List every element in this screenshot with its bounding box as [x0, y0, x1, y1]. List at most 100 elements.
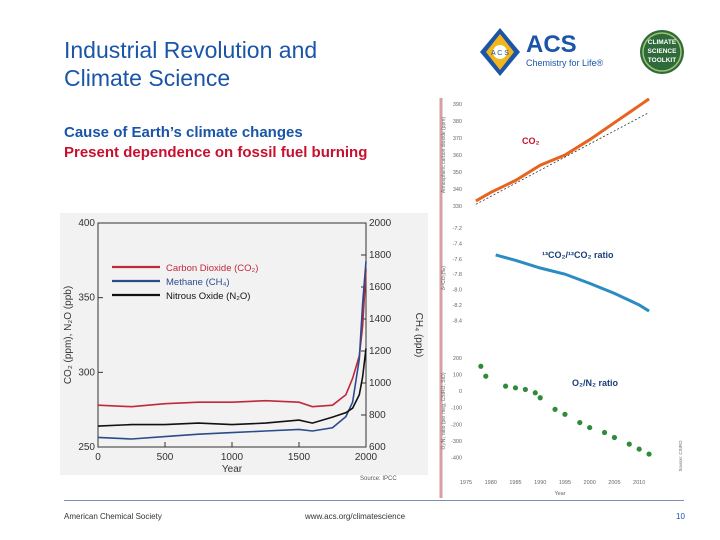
- y-tick-label: 350: [453, 170, 462, 176]
- panel-y-axis-label: Atmospheric carbon dioxide (ppm): [441, 117, 447, 193]
- x-tick-label: 1990: [534, 480, 546, 486]
- data-point: [626, 441, 632, 447]
- y-tick-label: 330: [453, 204, 462, 210]
- y-tick-label: -7.2: [453, 226, 462, 232]
- data-point: [478, 363, 484, 369]
- x-tick-label: 2010: [633, 480, 645, 486]
- page-number: 10: [676, 512, 685, 521]
- y2-tick-label: 1800: [369, 250, 392, 261]
- data-point: [562, 411, 568, 417]
- data-point: [601, 429, 608, 436]
- y2-tick-label: 1200: [369, 346, 392, 357]
- acs-tagline: Chemistry for Life®: [526, 58, 604, 68]
- y-tick-label: -300: [451, 439, 462, 445]
- y2-axis-label: CH₄ (ppb): [413, 313, 424, 358]
- panel-y-axis-label: O₂/N₂ ratio (per meg, CSIRO, SIO): [441, 372, 447, 449]
- modern-trends-chart: 330 340 350 360 370 380 390 Atmospheric carbon …: [432, 96, 686, 498]
- x-tick-label: 1980: [485, 480, 497, 486]
- toolkit-line-1: CLIMATE: [648, 39, 677, 46]
- title-line-1: Industrial Revolution and: [64, 37, 318, 63]
- y-tick-label: -7.6: [453, 257, 462, 263]
- climate-toolkit-logo: CLIMATE SCIENCE TOOLKIT: [640, 30, 684, 74]
- legend-entry: Nitrous Oxide (N₂O): [166, 291, 250, 302]
- title-line-2: Climate Science: [64, 65, 231, 91]
- y-tick-label: 250: [78, 442, 95, 453]
- series-line-2: [97, 348, 367, 427]
- data-point: [611, 434, 618, 441]
- bullet-item: Cause of Earth’s climate changes: [64, 124, 303, 141]
- y2-tick-label: 800: [369, 410, 386, 421]
- y2-tick-label: 1400: [369, 314, 392, 325]
- y-tick-label: -200: [451, 422, 462, 428]
- y-tick-label: 340: [453, 187, 462, 193]
- panel-title: CO₂: [522, 136, 540, 146]
- trend-line: [475, 112, 650, 205]
- y-axis-label: CO₂ (ppm), N₂O (ppb): [63, 286, 74, 384]
- panel-y-axis-label: δ¹³CO₂(‰): [441, 266, 447, 290]
- y-tick-label: -100: [451, 406, 462, 412]
- panel-series-line: [495, 253, 650, 313]
- panel-source-note: Source: CSIRO: [678, 440, 683, 472]
- toolkit-line-2: SCIENCE: [648, 48, 678, 55]
- y-tick-label: 100: [453, 373, 462, 379]
- x-tick-label: 2005: [608, 480, 620, 486]
- data-point: [512, 385, 519, 391]
- y-tick-label: 360: [453, 153, 462, 159]
- legend-entry: Methane (CH₄): [166, 277, 230, 288]
- y-tick-label: 390: [453, 102, 462, 108]
- slide-title: Industrial Revolution and Climate Scienc…: [64, 36, 424, 92]
- series-line-1: [97, 261, 367, 440]
- footer-divider: [64, 500, 684, 501]
- chart-legend: Carbon Dioxide (CO₂) Methane (CH₄) Nitrous…: [112, 263, 258, 302]
- y-tick-label: 380: [453, 119, 462, 125]
- y-tick-label: -7.4: [453, 241, 462, 247]
- legend-entry: Carbon Dioxide (CO₂): [166, 263, 258, 274]
- y-tick-label: -8.2: [453, 303, 462, 309]
- acs-seal-icon: A C S: [480, 28, 520, 76]
- y-tick-label: 370: [453, 136, 462, 142]
- plot-frame: [97, 222, 367, 448]
- acs-seal-letters: A C S: [491, 50, 509, 57]
- panel-title: O₂/N₂ ratio: [572, 378, 619, 388]
- data-point: [522, 386, 528, 393]
- x-tick-label: 2000: [584, 480, 596, 486]
- footer-organization: American Chemical Society: [64, 512, 162, 521]
- y-tick-label: -7.8: [453, 272, 462, 278]
- x-tick-label: 500: [157, 452, 174, 463]
- panel-series-line: [475, 97, 650, 203]
- y2-tick-label: 600: [369, 442, 386, 453]
- data-point: [502, 383, 509, 389]
- bullet-item-highlight: Present dependence on fossil fuel burnin…: [64, 144, 368, 161]
- y-tick-label: 200: [453, 356, 462, 362]
- y-tick-label: 300: [78, 367, 95, 378]
- bullet-list: Cause of Earth’s climate changes Present…: [64, 123, 367, 163]
- y-tick-label: 350: [78, 293, 95, 304]
- x-tick-label: 1000: [221, 452, 244, 463]
- ice-core-chart: 0 500 1000 1500 2000 250 300 350 400 600 800 1000 12…: [60, 213, 428, 475]
- data-point: [587, 424, 593, 431]
- y-tick-label: 400: [78, 218, 95, 229]
- toolkit-line-3: TOOLKIT: [648, 57, 676, 64]
- y2-tick-label: 1600: [369, 282, 392, 293]
- data-point: [483, 373, 489, 379]
- data-point: [577, 419, 583, 426]
- panel-title: ¹³CO₂/¹²CO₂ ratio: [542, 250, 614, 260]
- x-axis-label: Year: [554, 491, 565, 497]
- x-tick-label: 1995: [559, 480, 571, 486]
- chart-background: [432, 96, 686, 498]
- data-point: [532, 390, 538, 396]
- y-tick-label: -400: [451, 455, 462, 461]
- y-tick-label: 0: [459, 389, 462, 395]
- y2-tick-label: 2000: [369, 218, 392, 229]
- y2-tick-label: 1000: [369, 378, 392, 389]
- data-point: [646, 451, 652, 457]
- footer-url: www.acs.org/climatescience: [305, 512, 406, 521]
- y-tick-label: -8.4: [453, 318, 462, 324]
- y-tick-label: -8.0: [453, 288, 462, 294]
- acs-wordmark: ACS: [526, 31, 577, 58]
- x-tick-label: 1975: [460, 480, 472, 486]
- x-tick-label: 2000: [355, 452, 378, 463]
- x-tick-label: 1985: [509, 480, 521, 486]
- source-note: Source: IPCC: [360, 476, 397, 482]
- acs-logo: A C S ACS Chemistry for Life® CLIMATE SC…: [480, 28, 684, 76]
